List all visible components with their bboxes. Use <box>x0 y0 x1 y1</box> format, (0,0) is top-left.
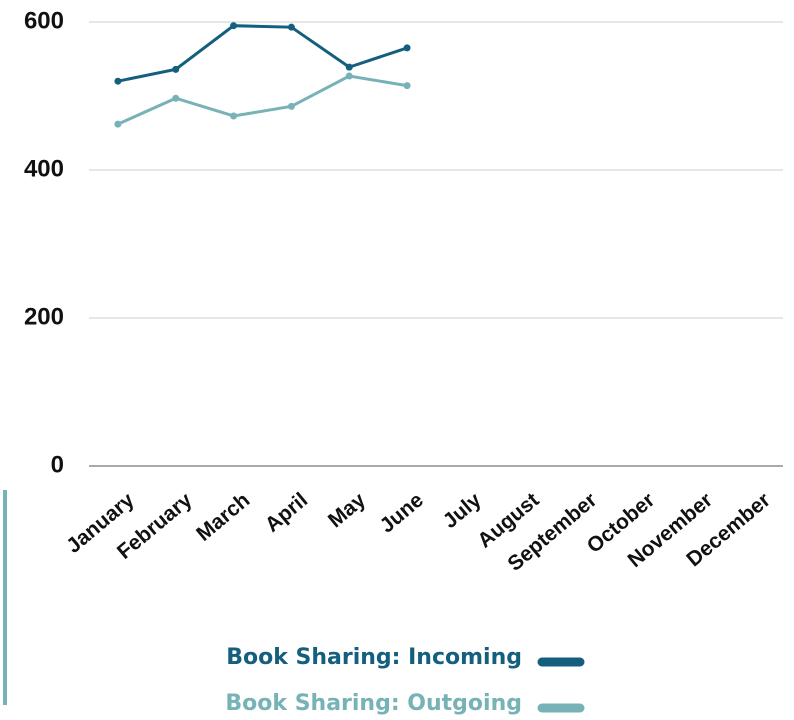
series-line <box>117 74 408 126</box>
data-point <box>287 102 295 110</box>
y-tick-label: 200 <box>24 303 64 330</box>
x-tick-label: March <box>192 488 254 545</box>
x-tick-label: June <box>376 488 428 537</box>
legend-label: Book Sharing: Outgoing <box>225 691 522 716</box>
data-point <box>114 120 122 128</box>
x-tick-label: May <box>324 488 370 532</box>
x-tick-label: April <box>261 488 312 536</box>
x-tick-label: July <box>439 488 486 533</box>
data-point <box>403 82 411 90</box>
y-tick-label: 400 <box>24 155 64 182</box>
data-point <box>287 23 295 31</box>
data-point <box>230 22 238 30</box>
data-point <box>345 63 353 71</box>
data-point <box>230 112 238 120</box>
data-point <box>345 72 353 80</box>
y-tick-label: 0 <box>51 451 64 478</box>
side-accent <box>3 490 7 705</box>
data-point <box>172 65 180 73</box>
data-point <box>114 77 122 85</box>
data-point <box>403 44 411 52</box>
legend-label: Book Sharing: Incoming <box>226 645 522 670</box>
y-tick-label: 600 <box>24 7 64 34</box>
data-point <box>172 94 180 102</box>
series-line <box>117 24 408 83</box>
